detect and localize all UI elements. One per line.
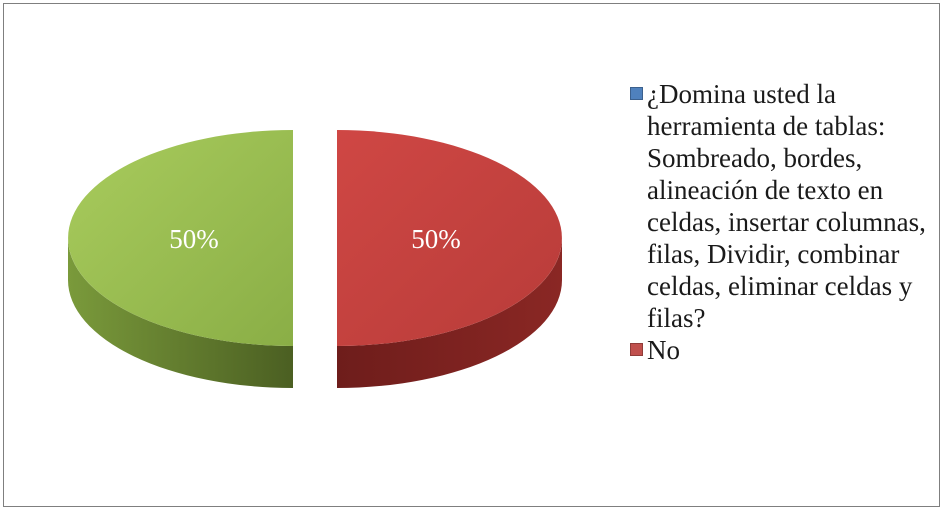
legend-label-no: No	[647, 335, 680, 365]
slice-si-top	[68, 130, 293, 346]
slice-si-label: 50%	[169, 224, 219, 254]
legend-swatch-si	[630, 87, 643, 100]
slice-no-side	[337, 238, 562, 388]
slice-si-side	[68, 238, 293, 388]
slice-no-label: 50%	[411, 224, 461, 254]
legend-swatch-no	[630, 343, 643, 356]
legend: ¿Domina usted la herramienta de tablas: …	[630, 78, 930, 366]
legend-label-si: ¿Domina usted la herramienta de tablas: …	[647, 79, 926, 333]
slice-no-top	[337, 130, 562, 346]
legend-item-no: No	[630, 334, 930, 366]
legend-item-si: ¿Domina usted la herramienta de tablas: …	[630, 78, 930, 334]
